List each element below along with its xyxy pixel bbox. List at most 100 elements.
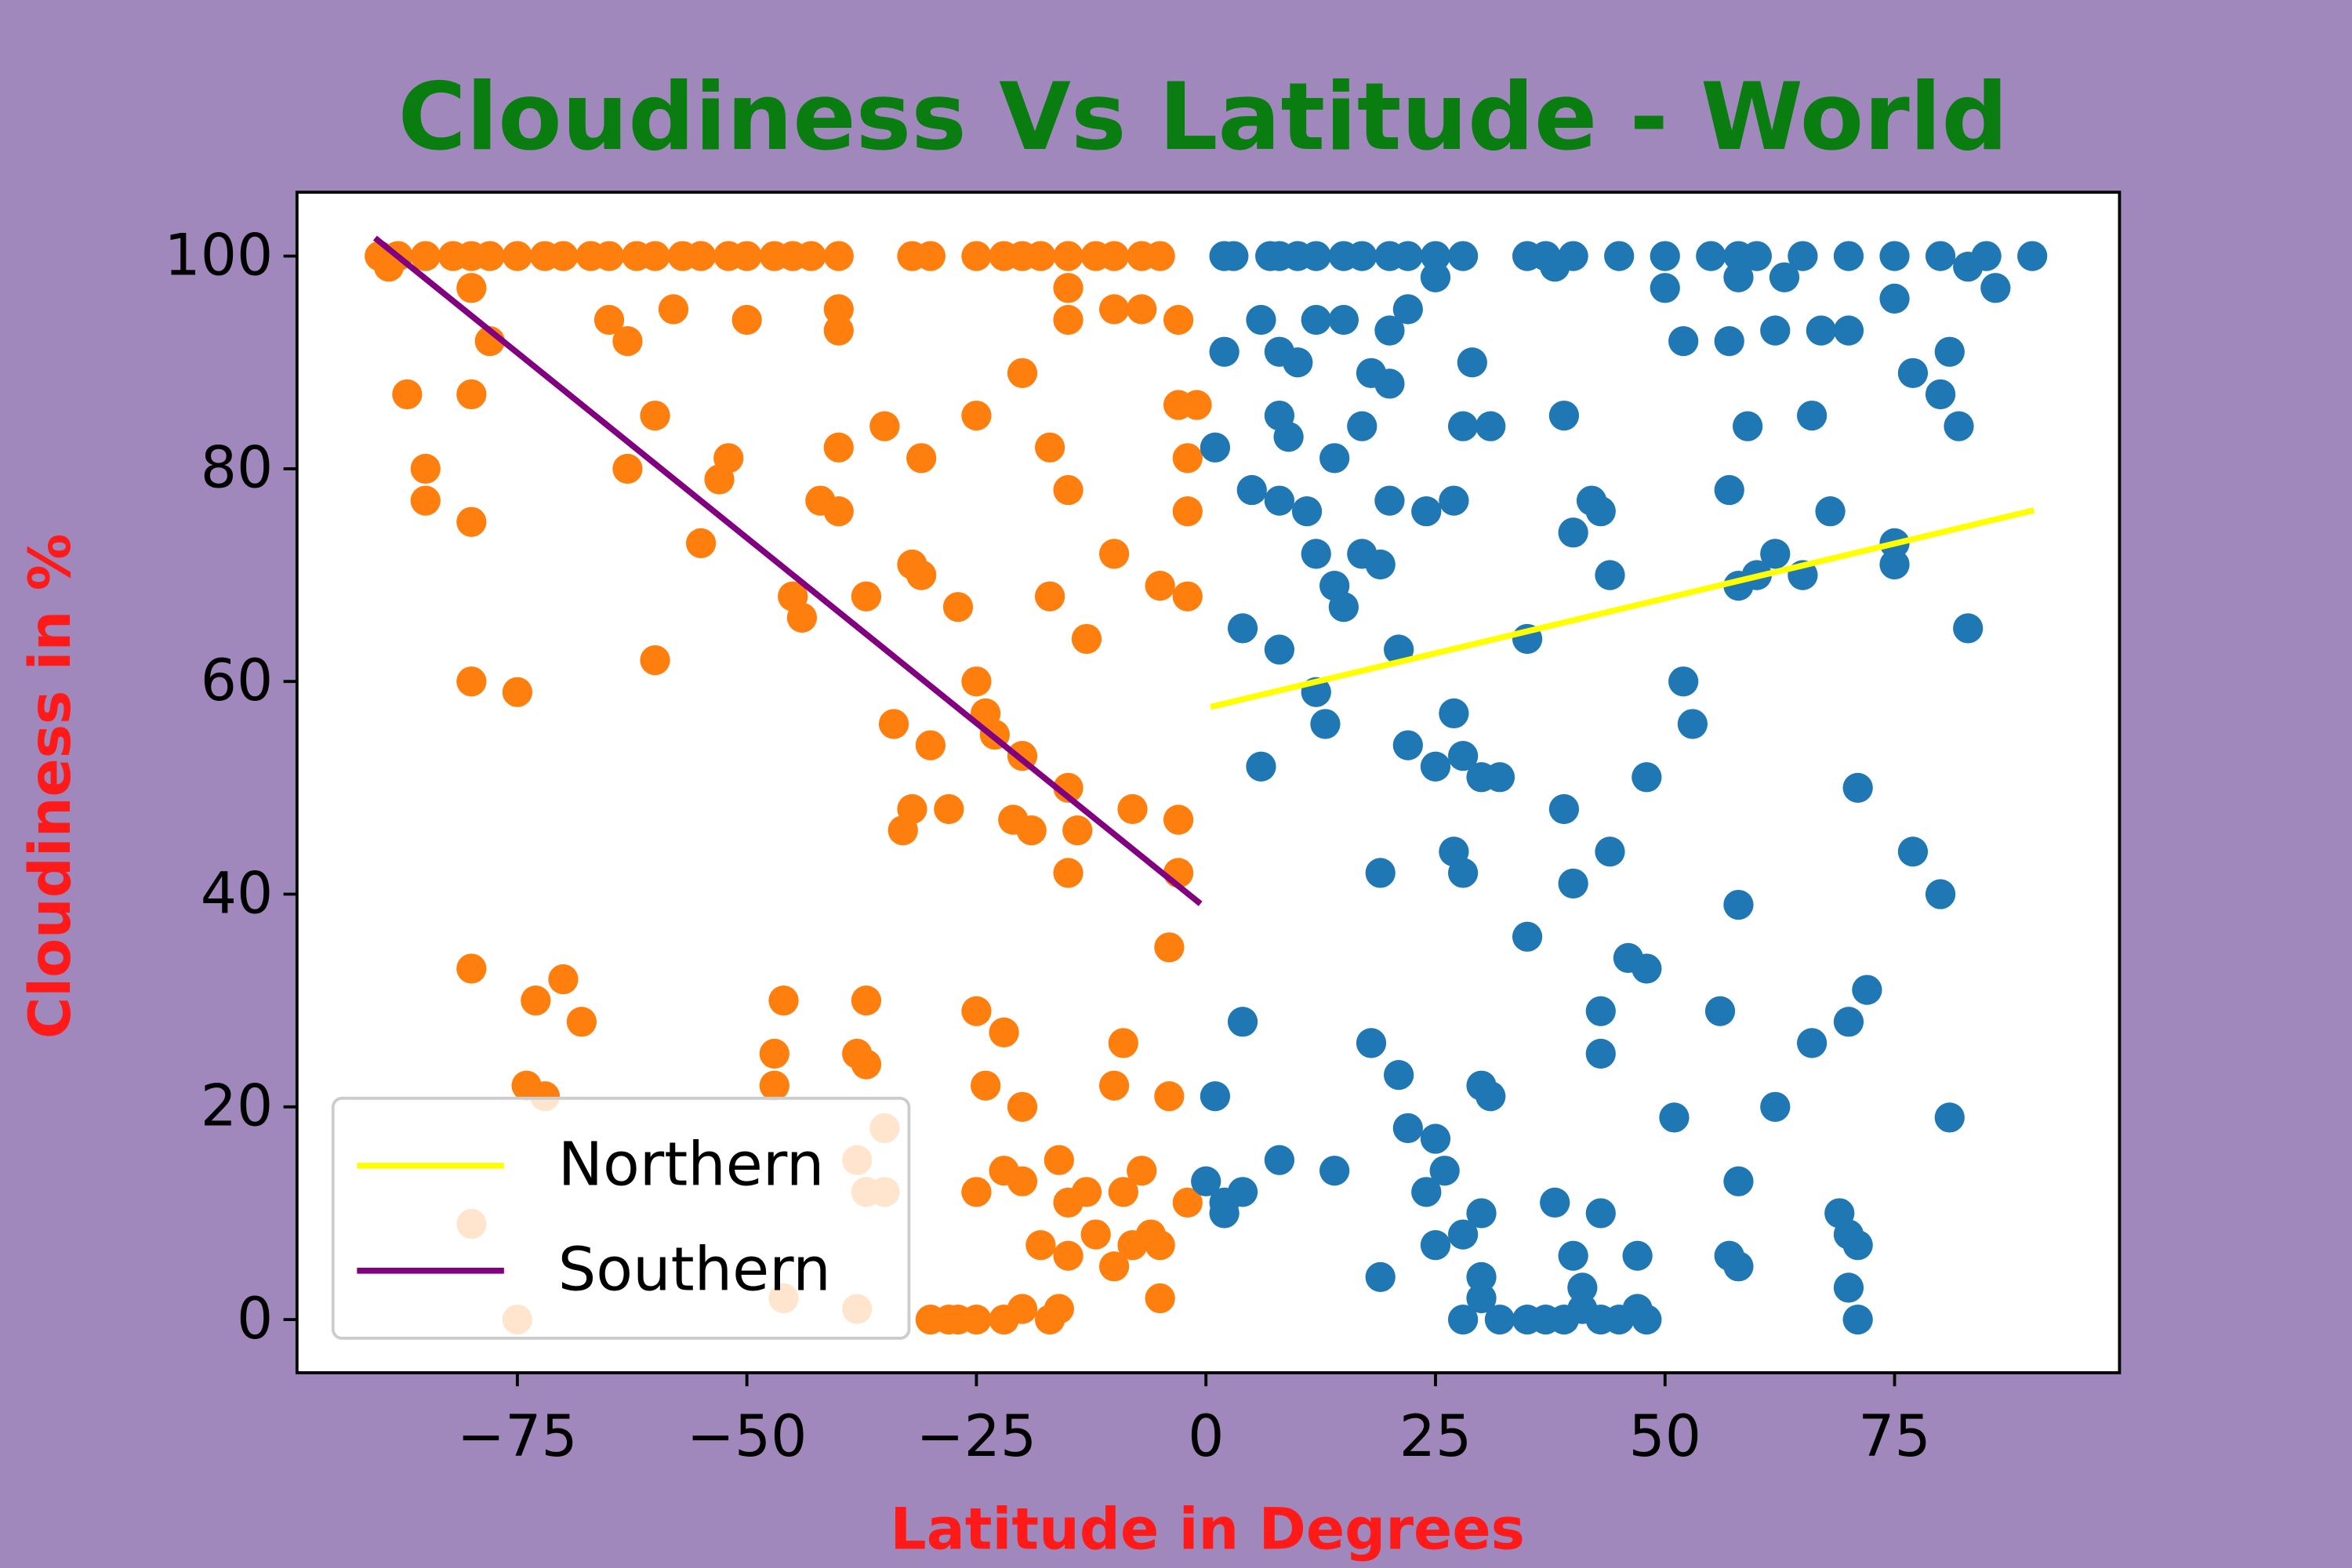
scatter-point — [1934, 336, 1965, 367]
scatter-point — [1053, 241, 1083, 271]
scatter-point — [768, 985, 799, 1016]
scatter-point — [1512, 921, 1543, 952]
scatter-point — [851, 985, 882, 1016]
scatter-point — [1484, 762, 1515, 793]
scatter-point — [1585, 996, 1616, 1026]
scatter-point — [1879, 283, 1910, 314]
scatter-point — [1007, 1091, 1038, 1122]
scatter-point — [1172, 581, 1203, 612]
scatter-point — [1842, 772, 1873, 804]
scatter-point — [1696, 241, 1726, 271]
x-tick-label: 50 — [1629, 1404, 1702, 1470]
scatter-point — [1319, 1156, 1350, 1186]
scatter-point — [1264, 634, 1295, 665]
scatter-point — [759, 1070, 789, 1101]
scatter-point — [685, 528, 717, 559]
scatter-point — [731, 241, 762, 271]
scatter-point — [1098, 539, 1130, 569]
scatter-point — [1291, 496, 1323, 527]
scatter-point — [1540, 1187, 1570, 1218]
scatter-point — [1007, 1294, 1038, 1324]
scatter-point — [1236, 474, 1267, 506]
scatter-point — [961, 1177, 992, 1207]
scatter-point — [1420, 241, 1451, 271]
scatter-point — [410, 241, 441, 271]
scatter-point — [1209, 336, 1240, 367]
scatter-point — [640, 400, 670, 431]
scatter-point — [685, 241, 717, 271]
scatter-point — [1439, 698, 1469, 729]
scatter-point — [1172, 496, 1203, 527]
scatter-point — [1447, 1219, 1479, 1250]
scatter-point — [612, 453, 643, 485]
scatter-point — [1447, 241, 1479, 271]
scatter-point — [1723, 1166, 1754, 1196]
scatter-point — [823, 294, 854, 325]
scatter-point — [1098, 1070, 1130, 1101]
scatter-point — [1475, 411, 1506, 441]
scatter-point — [1319, 443, 1350, 474]
scatter-point — [1191, 1166, 1221, 1196]
scatter-point — [1806, 315, 1836, 346]
y-tick-label: 60 — [201, 648, 274, 714]
scatter-point — [1053, 304, 1083, 336]
scatter-point — [1007, 1166, 1038, 1196]
scatter-point — [1650, 241, 1680, 271]
scatter-point — [915, 730, 946, 760]
scatter-point — [1833, 1272, 1864, 1303]
scatter-point — [1420, 1230, 1451, 1261]
scatter-point — [1447, 411, 1479, 441]
scatter-point — [961, 241, 992, 271]
scatter-point — [456, 273, 487, 303]
scatter-point — [1429, 1156, 1460, 1186]
scatter-point — [1585, 1198, 1616, 1229]
scatter-point — [410, 453, 441, 485]
scatter-point — [1044, 1145, 1074, 1175]
scatter-point — [1741, 241, 1772, 271]
scatter-point — [1833, 241, 1864, 271]
scatter-point — [1420, 1123, 1451, 1154]
scatter-point — [2017, 241, 2048, 271]
scatter-point — [1980, 273, 2011, 303]
scatter-point — [1227, 1177, 1258, 1207]
scatter-point — [1218, 241, 1249, 271]
scatter-point — [1172, 443, 1203, 474]
x-tick-label: −25 — [916, 1404, 1036, 1470]
scatter-point — [1944, 411, 1974, 441]
scatter-point — [1356, 1028, 1387, 1058]
scatter-point — [1632, 762, 1662, 793]
legend-box — [331, 1096, 911, 1340]
scatter-point — [1788, 241, 1818, 271]
scatter-point — [1659, 1102, 1690, 1133]
scatter-point — [1420, 751, 1451, 782]
scatter-point — [1384, 634, 1414, 665]
scatter-point — [1668, 325, 1699, 357]
scatter-point — [1466, 1283, 1497, 1314]
regression-line — [1210, 507, 2035, 710]
scatter-point — [1200, 1081, 1231, 1112]
scatter-point — [1953, 613, 1984, 644]
scatter-point — [1925, 241, 1956, 271]
scatter-point — [906, 443, 937, 474]
scatter-point — [1301, 304, 1331, 336]
x-axis-label: Latitude in Degrees — [890, 1497, 1525, 1563]
scatter-point — [1374, 485, 1405, 516]
y-tick-label: 20 — [201, 1074, 274, 1140]
scatter-point — [759, 1038, 789, 1069]
scatter-point — [1163, 304, 1194, 336]
scatter-point — [1842, 1304, 1873, 1335]
scatter-point — [1447, 1304, 1479, 1335]
scatter-point — [593, 304, 625, 336]
scatter-point — [1852, 975, 1882, 1005]
scatter-point — [1475, 1081, 1506, 1112]
scatter-point — [1796, 400, 1828, 431]
scatter-point — [1365, 1261, 1396, 1293]
regression-line — [372, 235, 1203, 906]
scatter-point — [1733, 411, 1763, 441]
scatter-point — [1668, 666, 1699, 697]
scatter-point — [1558, 1240, 1588, 1271]
y-axis-label: Cloudiness in % — [18, 534, 84, 1040]
scatter-point — [1283, 347, 1313, 378]
